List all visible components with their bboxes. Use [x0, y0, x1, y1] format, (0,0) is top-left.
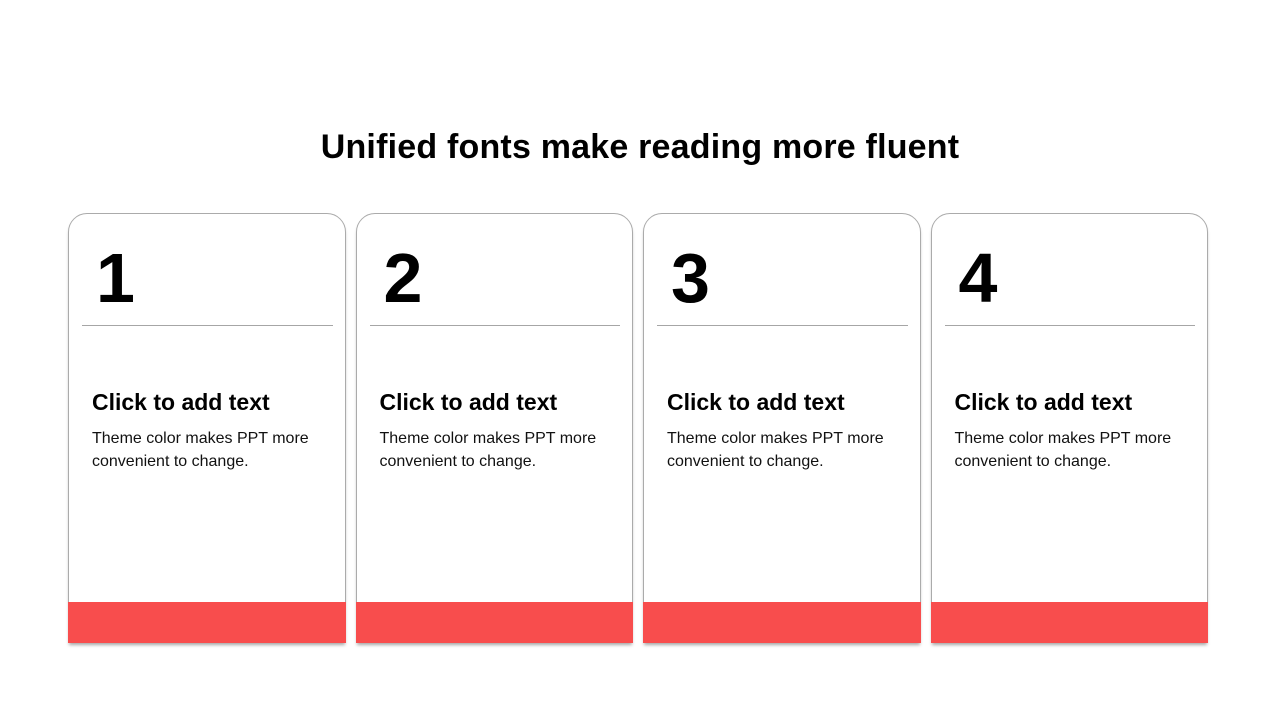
slide-title: Unified fonts make reading more fluent	[320, 128, 960, 166]
text-placeholder-heading[interactable]: Click to add text	[92, 389, 270, 415]
card-number: 3	[671, 239, 710, 317]
card-accent-bar	[930, 602, 1208, 643]
card-body-text: Theme color makes PPT more convenient to…	[92, 430, 309, 470]
card-divider	[82, 325, 333, 326]
text-placeholder-heading[interactable]: Click to add text	[667, 389, 845, 415]
card-4: 4 Click to add text Theme color makes PP…	[930, 213, 1208, 643]
text-placeholder-heading[interactable]: Click to add text	[954, 389, 1133, 415]
card-1: 1 Click to add text Theme color makes PP…	[68, 213, 346, 643]
card-number: 4	[958, 239, 998, 317]
card-3: 3 Click to add text Theme color makes PP…	[643, 213, 921, 643]
card-2: 2 Click to add text Theme color makes PP…	[355, 213, 633, 643]
cards-row: 1 Click to add text Theme color makes PP…	[68, 213, 1208, 643]
card-divider	[369, 325, 620, 326]
card-number: 2	[383, 239, 423, 317]
card-body-text: Theme color makes PPT more convenient to…	[954, 430, 1172, 470]
card-body-text: Theme color makes PPT more convenient to…	[379, 430, 597, 470]
text-placeholder-heading[interactable]: Click to add text	[379, 389, 558, 415]
card-number: 1	[96, 239, 135, 317]
card-accent-bar	[643, 602, 921, 643]
card-divider	[944, 325, 1195, 326]
card-divider	[657, 325, 908, 326]
card-accent-bar	[68, 602, 346, 643]
card-accent-bar	[355, 602, 633, 643]
card-body-text: Theme color makes PPT more convenient to…	[667, 430, 884, 470]
